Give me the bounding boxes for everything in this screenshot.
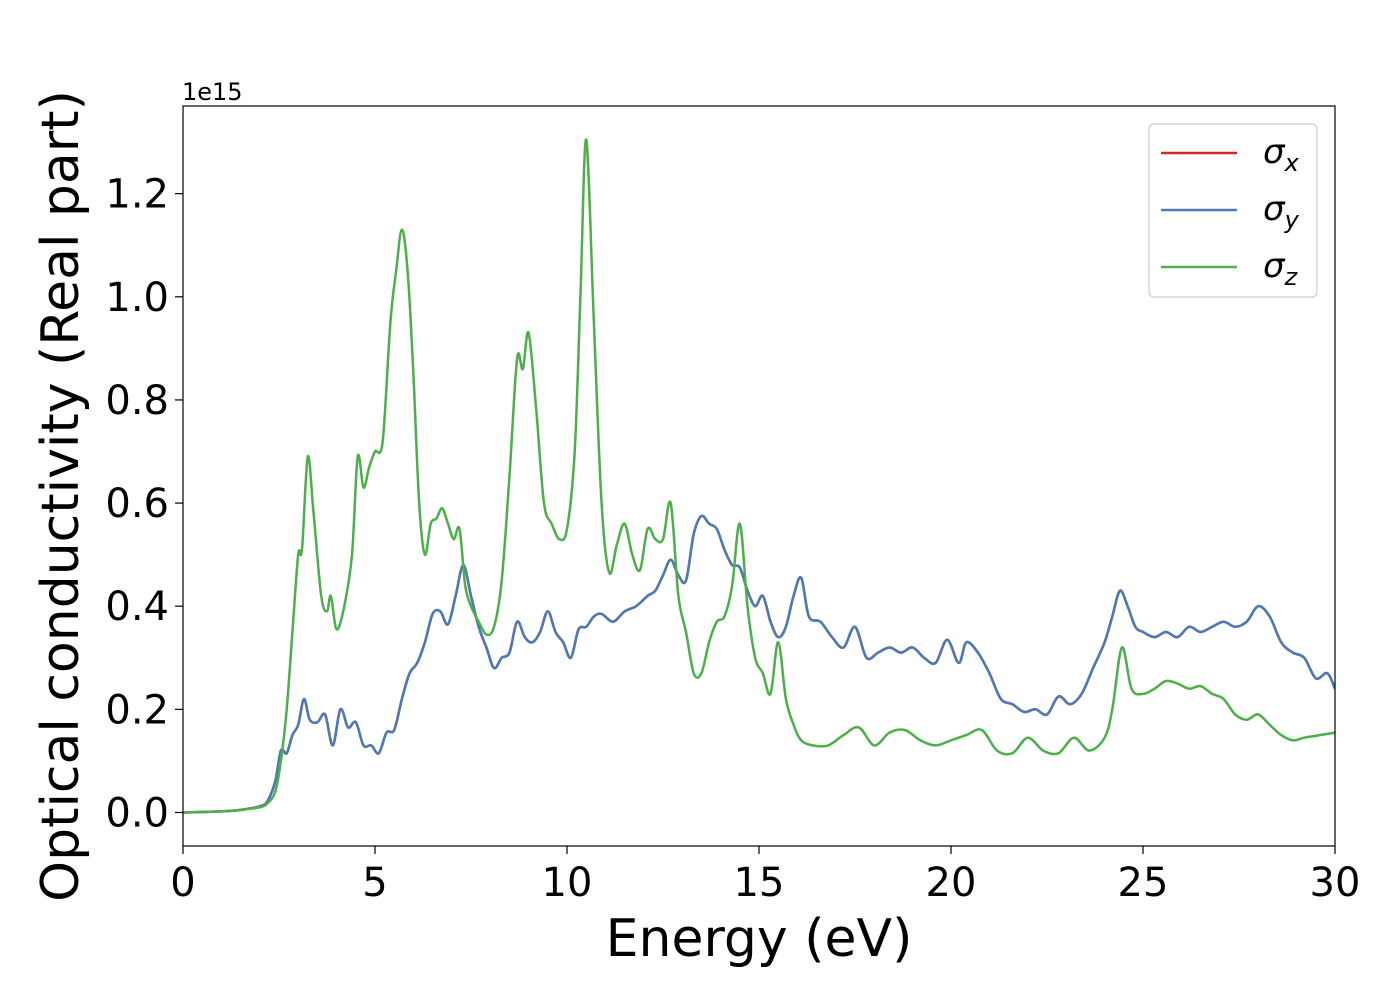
legend-label-sigma-x: σx	[1263, 132, 1300, 177]
x-tick-label: 0	[170, 860, 195, 906]
y-tick-label: 0.8	[105, 378, 169, 424]
series-line-sigma-z	[183, 138, 1335, 814]
legend: σx σy σz	[1148, 123, 1318, 298]
y-offset-text: 1e15	[182, 78, 243, 106]
y-tick-label: 0.2	[105, 687, 169, 733]
x-tick-label: 15	[734, 860, 785, 906]
series-line-sigma-y	[183, 514, 1335, 814]
x-tick-label: 25	[1118, 860, 1169, 906]
y-tick-label: 0.6	[105, 481, 169, 527]
y-tick-label: 1.2	[105, 172, 169, 218]
legend-label-sigma-z: σz	[1263, 246, 1299, 291]
y-tick-label: 0.4	[105, 584, 169, 630]
x-tick-label: 20	[926, 860, 977, 906]
x-tick-label: 30	[1310, 860, 1361, 906]
legend-label-sigma-y: σy	[1263, 189, 1300, 234]
x-tick-label: 10	[542, 860, 593, 906]
y-axis-ticks: 0.0 0.2 0.4 0.6 0.8 1.0 1.2	[105, 172, 183, 836]
x-tick-label: 5	[362, 860, 387, 906]
series-layer	[183, 138, 1335, 814]
y-tick-label: 1.0	[105, 275, 169, 321]
x-axis-label: Energy (eV)	[606, 909, 913, 969]
y-axis-label: Optical conductivity (Real part)	[31, 90, 91, 902]
x-axis-ticks: 0 5 10 15 20 25 30	[170, 846, 1360, 906]
y-tick-label: 0.0	[105, 790, 169, 836]
